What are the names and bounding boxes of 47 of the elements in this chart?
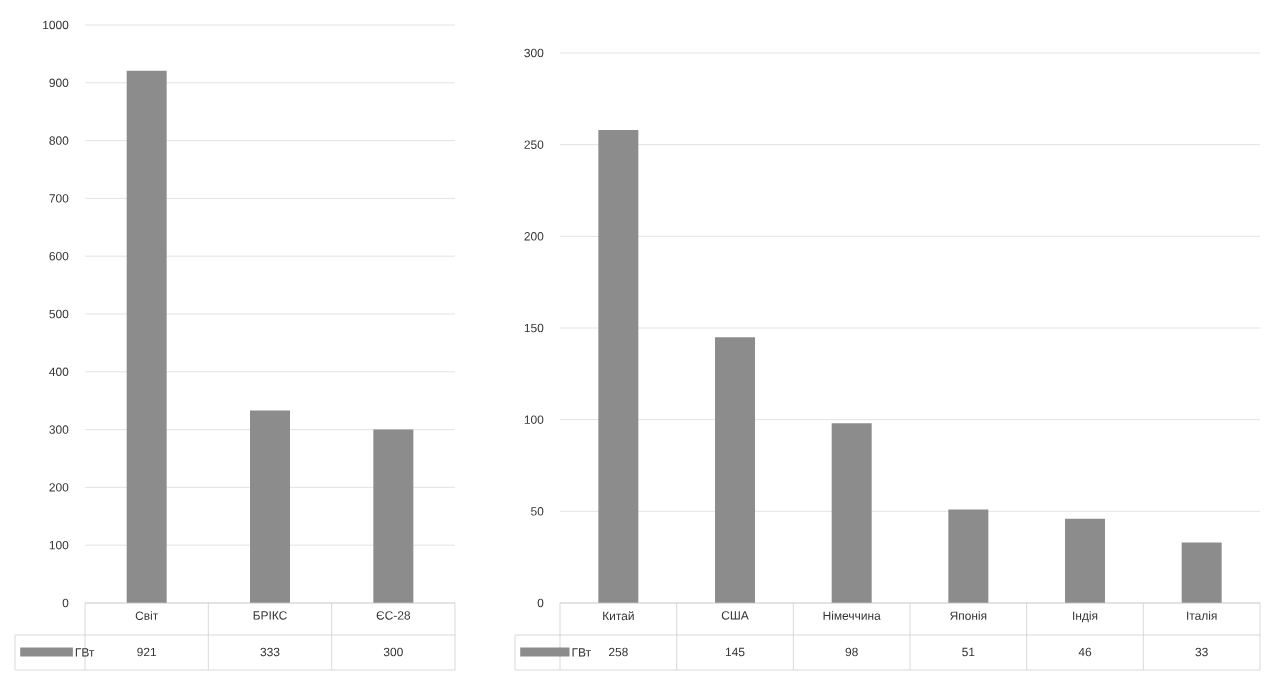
- bar: [126, 70, 167, 603]
- data-label: 921: [137, 647, 157, 657]
- y-tick-label: 400: [49, 367, 69, 377]
- y-tick-label: 1000: [43, 20, 69, 30]
- y-tick-label: 600: [49, 251, 69, 261]
- bar: [715, 337, 756, 603]
- bar: [250, 410, 290, 603]
- legend-label: ГВт: [75, 648, 95, 657]
- data-label: 300: [383, 647, 403, 657]
- x-tick-label: ЄС-28: [376, 611, 411, 620]
- y-tick-label: 800: [49, 136, 69, 145]
- y-tick-label: 900: [49, 78, 69, 88]
- y-tick-label: 50: [531, 507, 544, 516]
- y-tick-label: 500: [49, 309, 69, 319]
- legend-label: ГВт: [572, 648, 591, 657]
- bar: [373, 429, 414, 603]
- x-tick-label: Китай: [603, 611, 634, 621]
- y-tick-label: 150: [524, 323, 544, 333]
- bar: [1065, 518, 1106, 603]
- y-tick-label: 300: [524, 48, 544, 58]
- data-label: 333: [260, 647, 280, 657]
- y-tick-label: 0: [537, 598, 544, 608]
- bar: [598, 130, 639, 603]
- bar: [831, 423, 872, 603]
- x-tick-label: Індія: [1073, 611, 1098, 623]
- y-tick-label: 0: [62, 598, 69, 608]
- data-label: 98: [845, 647, 858, 657]
- data-label: 33: [1195, 647, 1208, 657]
- y-tick-label: 200: [49, 483, 69, 492]
- x-tick-label: БРІКС: [253, 611, 287, 620]
- x-tick-label: Світ: [135, 611, 159, 620]
- x-tick-label: Японія: [950, 611, 987, 620]
- y-tick-label: 100: [524, 415, 544, 424]
- y-tick-label: 200: [524, 232, 544, 241]
- y-tick-label: 100: [49, 540, 69, 550]
- bar: [948, 509, 989, 603]
- x-tick-label: Італія: [1187, 611, 1217, 620]
- x-tick-label: США: [721, 611, 749, 620]
- y-tick-label: 700: [49, 194, 69, 203]
- data-label: 46: [1078, 647, 1092, 657]
- x-tick-label: Німеччина: [823, 611, 881, 620]
- data-label: 145: [725, 647, 745, 657]
- data-label: 258: [608, 647, 628, 657]
- y-tick-label: 250: [524, 140, 544, 149]
- y-tick-label: 300: [49, 425, 69, 434]
- data-label: 51: [962, 647, 975, 657]
- bar: [1181, 542, 1222, 603]
